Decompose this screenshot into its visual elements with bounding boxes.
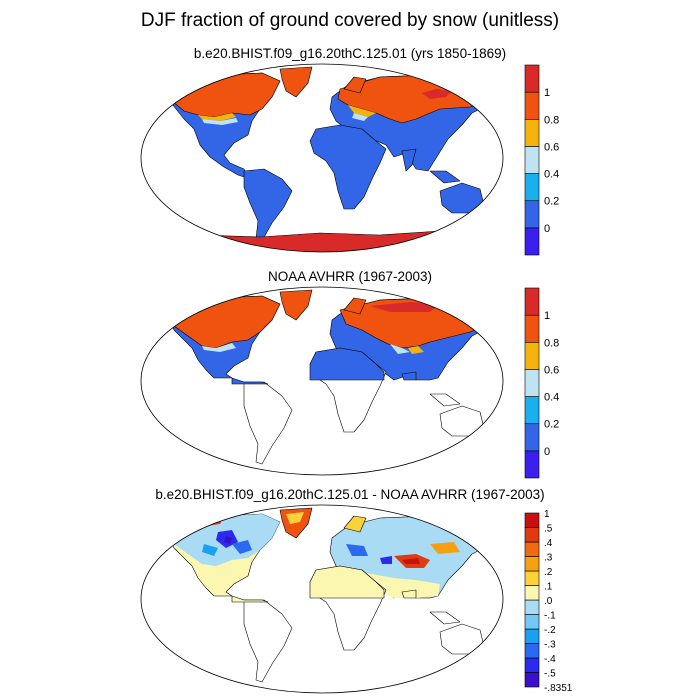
- colorbar-tick-label: -.3: [544, 640, 556, 651]
- colorbar-tick-label: 0: [544, 446, 550, 458]
- africa: [309, 124, 387, 210]
- colorbar-swatch: [524, 643, 540, 659]
- colorbar-swatch: [524, 556, 540, 572]
- colorbar-swatch: [524, 423, 540, 452]
- colorbar-swatch: [524, 396, 540, 425]
- colorbar-swatch: [524, 599, 540, 615]
- colorbar-tick-label: 1: [544, 310, 550, 322]
- colorbar-tick-label: 1: [544, 509, 550, 520]
- colorbar-tick-label: 0.4: [544, 392, 559, 404]
- panel-1-title: b.e20.BHIST.f09_g16.20thC.125.01 (yrs 18…: [193, 46, 507, 61]
- panel-2-map: [140, 286, 504, 476]
- colorbar-swatch: [524, 672, 540, 688]
- colorbar-swatch: [524, 314, 540, 343]
- greenland: [279, 66, 313, 98]
- colorbar-swatch: [524, 614, 540, 630]
- colorbar-swatch: [524, 341, 540, 370]
- colorbar-swatch: [524, 628, 540, 644]
- colorbar-swatch: [524, 570, 540, 586]
- colorbar-swatch: [524, 512, 540, 528]
- colorbar-tick-label: .4: [544, 538, 553, 549]
- colorbar-tick-label: 0.8: [544, 114, 559, 126]
- panel-3-title: b.e20.BHIST.f09_g16.20thC.125.01 - NOAA …: [155, 487, 545, 502]
- colorbar-tick-label: -.2: [544, 625, 556, 636]
- colorbar-tick-label: .5: [544, 524, 553, 535]
- colorbar-swatch: [524, 369, 540, 397]
- panel-2-colorbar: 0 0.2 0.4 0.6 0.8 1: [524, 287, 559, 479]
- colorbar-swatch: [524, 527, 540, 543]
- colorbar-tick-label: .1: [544, 582, 553, 593]
- colorbar-tick-label: -.4: [544, 654, 556, 665]
- colorbar-tick-label: .0: [544, 596, 553, 607]
- colorbar-swatch: [524, 450, 540, 479]
- colorbar-tick-label: 0.6: [544, 141, 559, 153]
- colorbar-tick-label: 0.2: [544, 419, 559, 431]
- colorbar-swatch: [524, 227, 540, 256]
- colorbar-swatch: [524, 585, 540, 601]
- panel-3-map: [140, 504, 504, 694]
- colorbar-tick-label: -.5: [544, 669, 556, 680]
- colorbar-swatch: [524, 64, 540, 93]
- colorbar-tick-label: 0.4: [544, 169, 559, 181]
- panel-1-colorbar: 0 0.2 0.4 0.6 0.8 1: [524, 64, 559, 256]
- colorbar-tick-label: -.8351: [544, 683, 573, 694]
- colorbar-tick-label: 0: [544, 223, 550, 235]
- colorbar-tick-label: 1: [544, 87, 550, 99]
- colorbar-swatch: [524, 173, 540, 202]
- colorbar-swatch: [524, 91, 540, 120]
- panel-3-colorbar: -.8351 -.5 -.4 -.3 -.2 -.1 .0 .1 .2 .3 .4 .5 1: [524, 509, 573, 694]
- colorbar-swatch: [524, 118, 540, 147]
- colorbar-tick-label: .3: [544, 553, 553, 564]
- colorbar-tick-label: .2: [544, 567, 553, 578]
- south-america: [243, 168, 293, 242]
- colorbar-tick-label: -.1: [544, 611, 556, 622]
- colorbar-swatch: [524, 657, 540, 673]
- figure-title: DJF fraction of ground covered by snow (…: [140, 10, 560, 31]
- colorbar-tick-label: 0.2: [544, 196, 559, 208]
- colorbar-tick-label: 0.8: [544, 337, 559, 349]
- panel-1-map: [140, 63, 504, 253]
- colorbar-swatch: [524, 541, 540, 557]
- antarctica: [141, 230, 503, 252]
- colorbar-swatch: [524, 146, 540, 174]
- colorbar-swatch: [524, 200, 540, 229]
- colorbar-swatch: [524, 287, 540, 316]
- panel-2-title: NOAA AVHRR (1967-2003): [267, 269, 433, 284]
- colorbar-tick-label: 0.6: [544, 364, 559, 376]
